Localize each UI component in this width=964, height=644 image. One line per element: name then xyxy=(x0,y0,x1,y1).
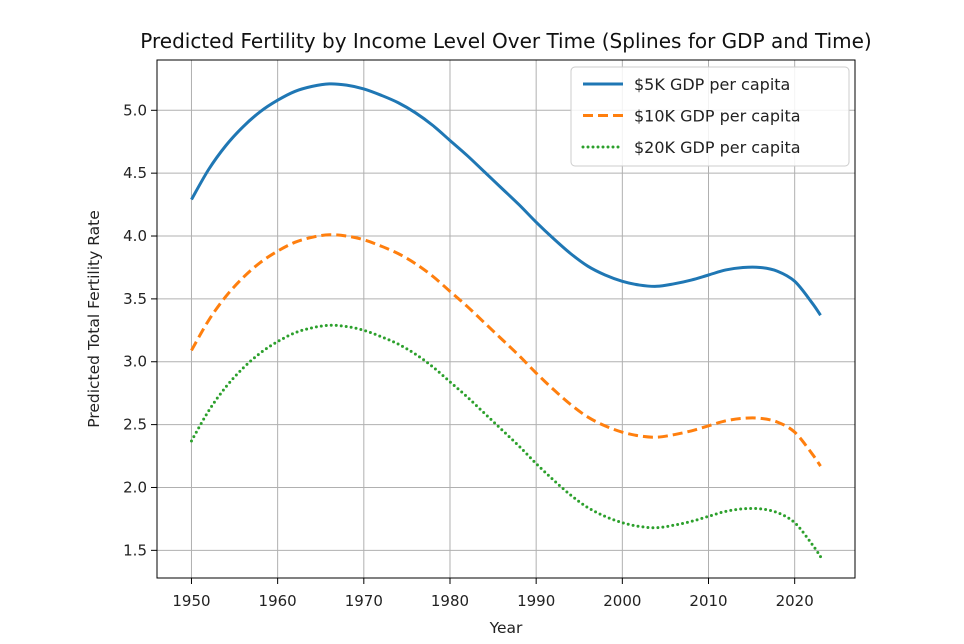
series-line-2 xyxy=(190,233,822,467)
x-tick-label: 1950 xyxy=(172,592,210,610)
x-axis-title: Year xyxy=(489,619,523,637)
legend: $5K GDP per capita $10K GDP per capita $20… xyxy=(570,66,850,167)
series-line-1 xyxy=(190,82,822,317)
y-tick-label: 1.5 xyxy=(123,541,147,559)
legend-label: $20K GDP per capita xyxy=(634,138,801,157)
x-tick-label: 1980 xyxy=(431,592,469,610)
y-axis-title: Predicted Total Fertility Rate xyxy=(85,210,103,428)
x-tick-label: 2020 xyxy=(776,592,814,610)
x-tick-label: 1970 xyxy=(345,592,383,610)
y-tick-label: 3.5 xyxy=(123,290,147,308)
x-tick-label: 1990 xyxy=(517,592,555,610)
x-tick-label: 2000 xyxy=(603,592,641,610)
legend-label: $5K GDP per capita xyxy=(634,75,790,94)
x-tick-label: 2010 xyxy=(689,592,727,610)
x-tick-label: 1960 xyxy=(259,592,297,610)
series-lines xyxy=(189,82,823,559)
y-tick-label: 3.0 xyxy=(123,353,147,371)
series-line-3 xyxy=(189,323,823,559)
y-tick-label: 2.5 xyxy=(123,416,147,434)
x-axis-ticks: 1950 1960 1970 1980 1990 2000 2010 2020 xyxy=(172,578,814,610)
plot-frame xyxy=(156,59,856,579)
y-tick-label: 5.0 xyxy=(123,101,147,119)
y-tick-label: 4.5 xyxy=(123,164,147,182)
legend-box xyxy=(570,66,850,167)
y-tick-label: 4.0 xyxy=(123,227,147,245)
legend-label: $10K GDP per capita xyxy=(634,107,801,126)
y-tick-label: 2.0 xyxy=(123,478,147,496)
y-axis-ticks: 1.5 2.0 2.5 3.0 3.5 4.0 4.5 5.0 xyxy=(123,101,157,559)
chart-title: Predicted Fertility by Income Level Over… xyxy=(140,29,871,53)
